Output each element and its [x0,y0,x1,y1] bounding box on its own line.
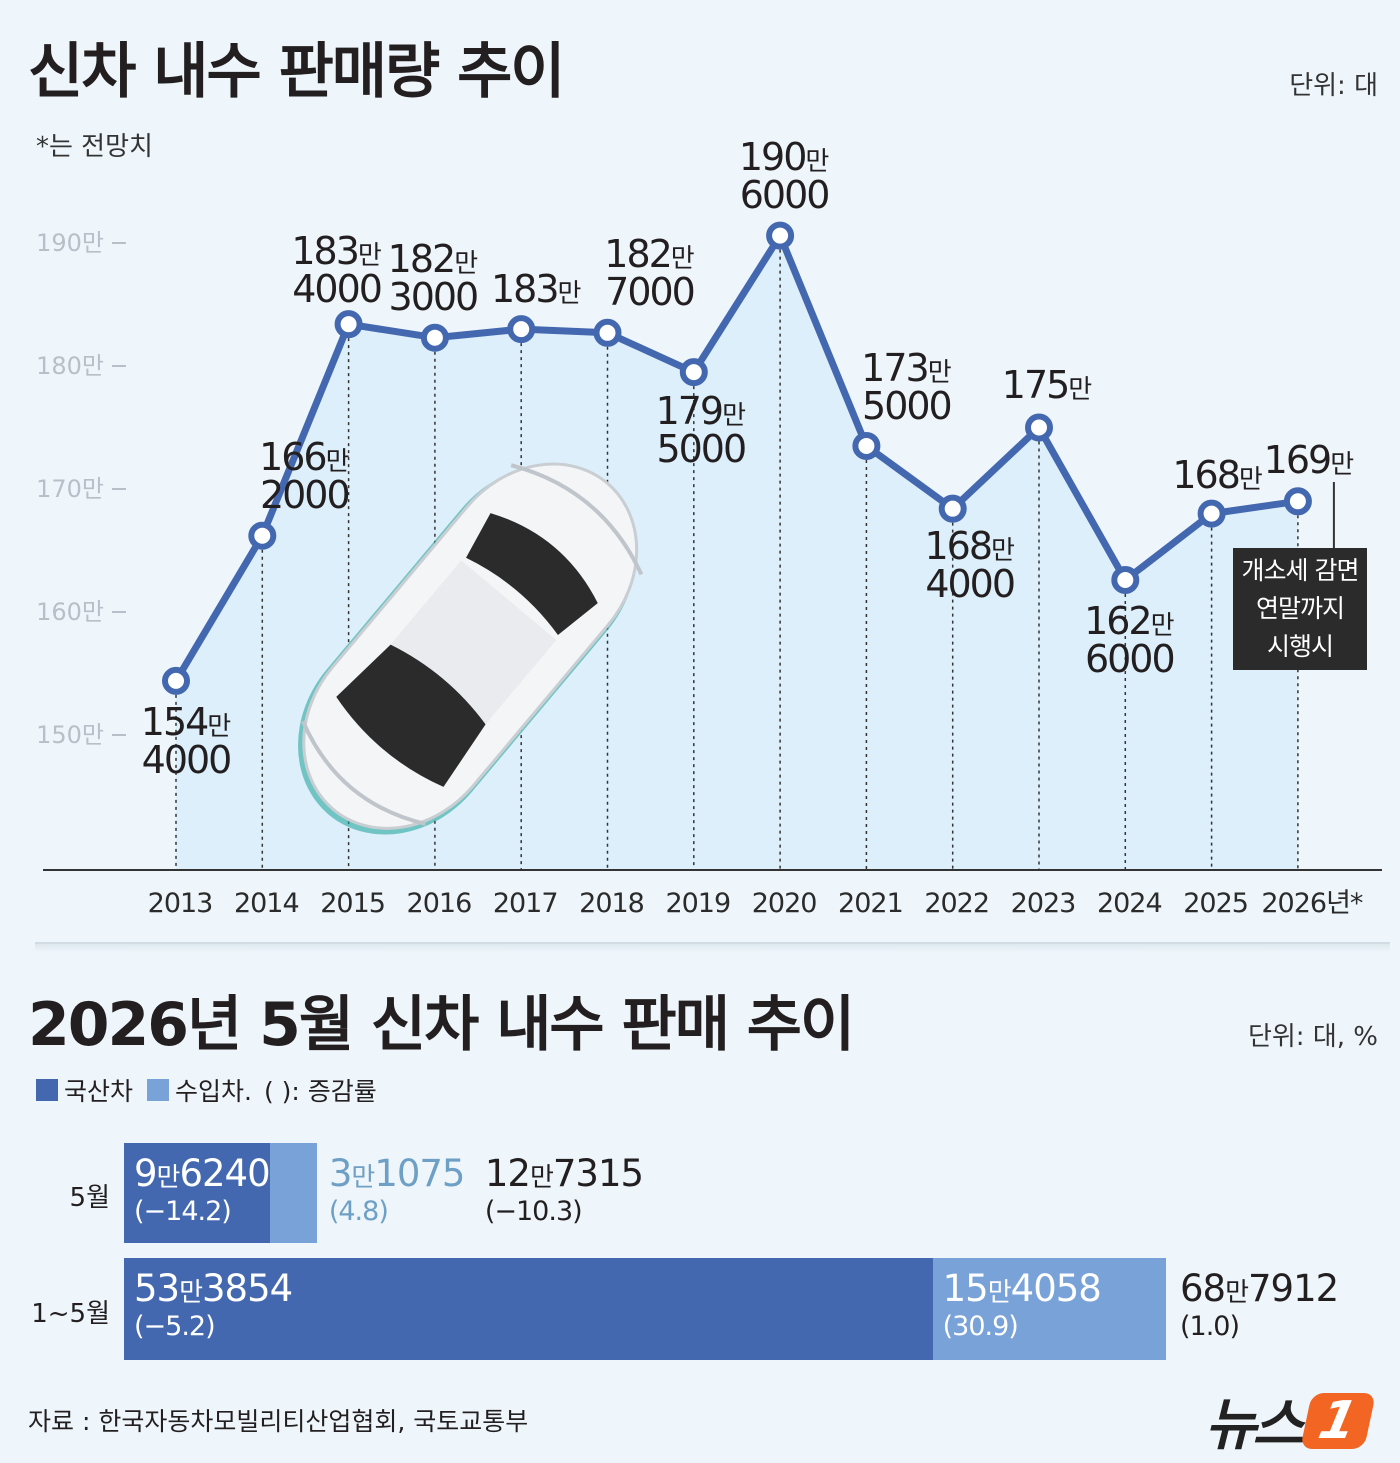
callout-line-1: 개소세 감면 [1241,556,1360,585]
x-tick-label: 2020 [752,888,817,919]
line-chart: 150만 160만 170만 180만 190만 2013 2014 2015 2016 2017… [36,135,1382,919]
bar-value-label: 15만4058 (30.9) [942,1267,1102,1342]
y-tick-label: 170만 [36,475,104,503]
row-label: 5월 [69,1183,110,1213]
data-label-line2: 3000 [389,275,478,319]
data-point [248,521,277,550]
bar-segment [124,1258,933,1360]
bar-value-label: 53만3854 (−5.2) [134,1267,293,1342]
logo-text: 뉴스 [1204,1393,1304,1458]
bar-segment [124,1143,270,1243]
data-label: 154만 [141,700,231,744]
data-point [420,323,449,352]
total-label: 68만7912 (1.0) [1180,1267,1339,1342]
data-label: 182만 [604,232,694,276]
data-point [1197,499,1226,528]
data-label: 168만 [1172,453,1262,497]
data-point [507,315,536,344]
data-point [162,666,190,695]
data-label: 182만 [388,237,478,281]
data-label-line2: 6000 [1085,637,1174,681]
x-tick-label: 2018 [579,888,644,919]
data-label: 175만 [1002,363,1092,407]
data-label: 162만 [1084,599,1174,643]
data-point [1025,413,1053,442]
row-label: 1~5월 [31,1299,110,1329]
data-label: 169만 [1264,438,1354,482]
data-point [593,318,622,347]
callout-line-2: 연말까지 [1255,594,1345,623]
y-tick-label: 190만 [36,229,104,257]
legend-imported: 수입차. [175,1077,252,1106]
series-line [172,232,1299,683]
y-tick-label: 180만 [36,352,104,380]
car-illustration [298,462,644,835]
data-point [1283,487,1312,516]
forecast-note: *는 전망치 [36,132,153,162]
data-label-line2: 4000 [292,267,381,311]
legend-domestic: 국산차 [64,1077,134,1106]
callout-line-3: 시행시 [1266,632,1334,661]
bar-value-label: 3만1075 (4.8) [328,1152,466,1227]
x-tick-label: 2014 [234,888,299,919]
data-point [938,494,967,523]
data-label: 166만 [259,435,349,479]
y-tick-label: 160만 [36,598,104,626]
data-label-line2: 5000 [862,384,951,428]
x-tick-label: 2013 [148,888,213,919]
x-tick-label: 2019 [665,888,730,919]
data-point [852,431,881,460]
legend-swatch-domestic [36,1079,58,1101]
bar-segment [269,1143,317,1243]
data-label: 183만 [491,267,581,311]
data-label-line2: 6000 [740,173,829,217]
data-label: 168만 [924,524,1014,568]
section-divider [35,942,1390,952]
data-label: 179만 [656,389,746,433]
news1-logo: 뉴스 1 [1204,1380,1376,1461]
data-point [766,221,795,250]
legend-rate: ( ): 증감률 [263,1077,377,1106]
data-point [1111,566,1140,595]
x-tick-label: 2021 [838,888,903,919]
bar-value-label: 9만6240 (−14.2) [134,1152,271,1227]
chart-title: 신차 내수 판매량 추이 [28,37,565,107]
data-label-line2: 7000 [605,270,694,314]
y-tick-label: 150만 [36,721,104,749]
x-tick-label: 2023 [1011,888,1076,919]
logo-badge: 1 [1300,1391,1376,1451]
data-label-line2: 2000 [260,473,349,517]
x-tick-label: 2016 [407,888,472,919]
total-label: 12만7315 (−10.3) [484,1152,644,1227]
data-label-line2: 4000 [142,738,231,782]
x-tick-label: 2015 [320,888,385,919]
unit-label: 단위: 대 [1289,71,1378,101]
chart2-unit-label: 단위: 대, % [1247,1022,1378,1052]
bar-segment [932,1258,1166,1360]
data-point [679,358,708,387]
legend-swatch-imported [147,1079,170,1101]
data-label-line2: 5000 [656,427,745,471]
data-label: 190만 [739,135,829,179]
source-text: 자료 : 한국자동차모빌리티산업협회, 국토교통부 [28,1407,529,1436]
data-label: 183만 [291,229,381,273]
x-tick-label: 2025 [1183,888,1248,919]
x-tick-label: 2026년* [1261,888,1363,919]
x-tick-label: 2022 [924,888,989,919]
callout-box: 개소세 감면 연말까지 시행시 [1233,548,1367,670]
legend: 국산차 수입차. ( ): 증감률 [36,1072,377,1108]
data-label-line2: 4000 [925,562,1014,606]
data-point [334,310,363,339]
chart2-title: 2026년 5월 신차 내수 판매 추이 [28,990,855,1060]
data-label: 173만 [861,346,951,390]
x-tick-label: 2024 [1097,888,1162,919]
x-tick-label: 2017 [493,888,558,919]
